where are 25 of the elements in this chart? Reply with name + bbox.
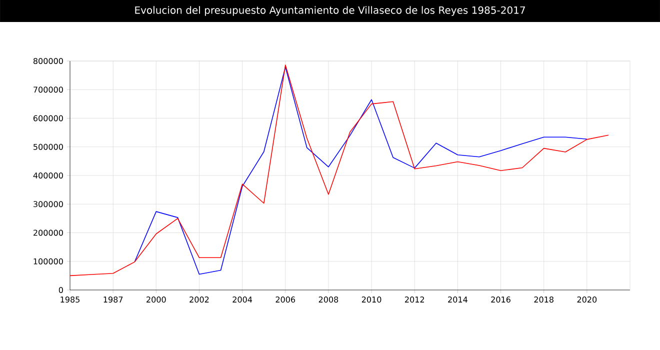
y-tick-label: 600000 — [34, 115, 63, 122]
y-tick-label: 400000 — [33, 172, 63, 179]
line-series — [134, 66, 588, 275]
x-tick-label: 2010 — [362, 296, 382, 303]
y-tick-label: 500000 — [34, 144, 63, 150]
x-tick-label: 2002 — [190, 296, 209, 303]
x-tick-label: 2004 — [232, 296, 252, 303]
y-tick-label: 200000 — [34, 230, 63, 236]
x-tick-label: 1985 — [60, 296, 80, 303]
x-tick-label: 2006 — [276, 296, 296, 303]
x-tick-label: 2016 — [491, 296, 510, 303]
y-tick-label: 700000 — [34, 86, 63, 93]
x-tick-label: 2012 — [405, 296, 424, 303]
y-tick-label: 0 — [58, 286, 63, 294]
y-tick-label: 800000 — [33, 58, 63, 64]
x-tick-label: 2014 — [448, 296, 468, 303]
chart-title: Evolucion del presupuesto Ayuntamiento de Villaseco de los Reyes 1985-2017 — [135, 6, 525, 16]
x-tick-label: 2020 — [577, 296, 597, 303]
line-series — [70, 64, 609, 276]
x-tick-label: 2000 — [146, 296, 166, 303]
x-tick-label: 2018 — [534, 296, 554, 303]
y-tick-label: 100000 — [34, 258, 63, 264]
y-tick-label: 300000 — [34, 201, 63, 208]
x-tick-label: 2008 — [318, 296, 338, 303]
x-tick-label: 1987 — [104, 296, 123, 303]
